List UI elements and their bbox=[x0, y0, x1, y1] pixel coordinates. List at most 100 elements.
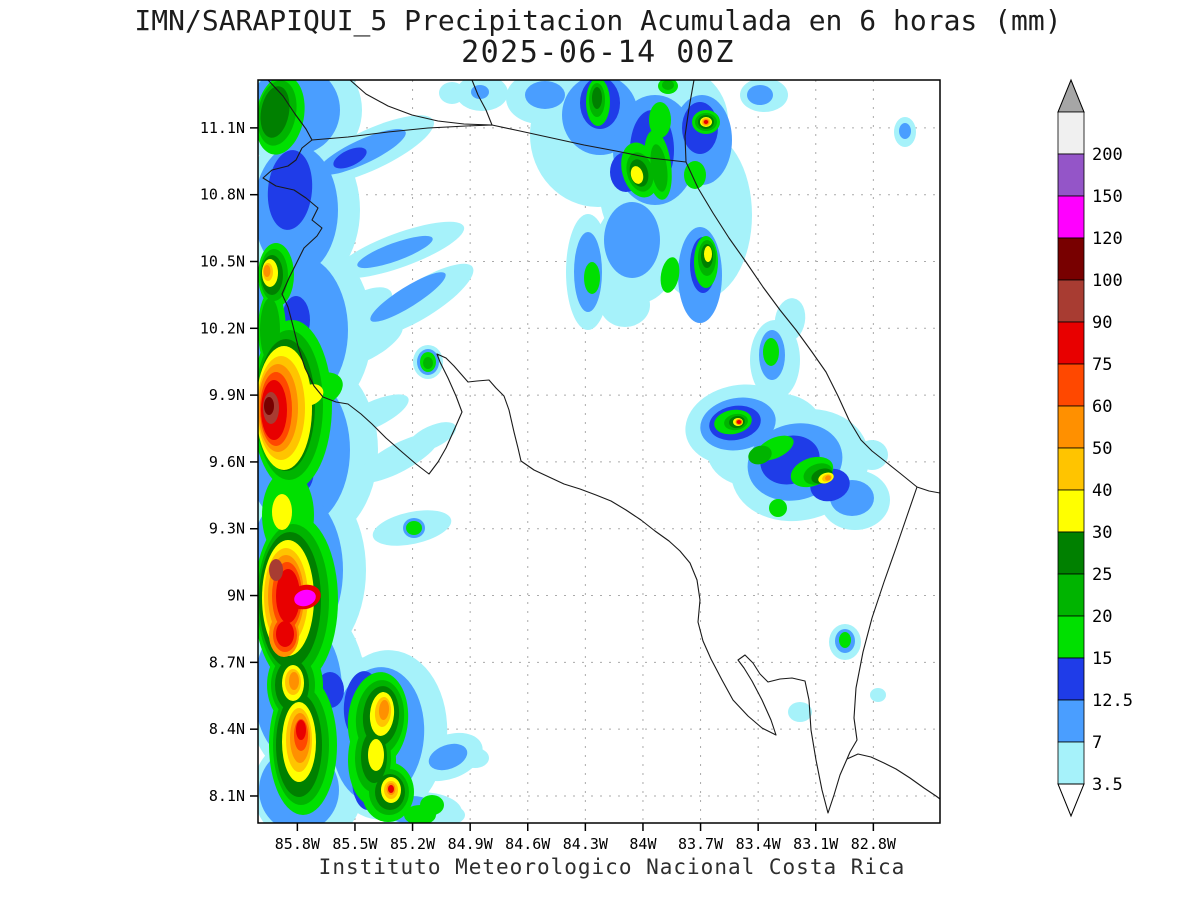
precip-cell-75mm bbox=[296, 720, 306, 740]
precip-cell-7mm bbox=[525, 81, 565, 109]
precip-cell-75mm bbox=[276, 621, 294, 647]
precip-cell-90mm bbox=[269, 559, 283, 581]
lat-tick-label: 8.7N bbox=[209, 653, 245, 671]
colorbar-label: 120 bbox=[1092, 229, 1123, 249]
lon-tick-label: 82.8W bbox=[851, 835, 897, 853]
colorbar-bottom-arrow bbox=[1057, 783, 1085, 818]
precip-cell-50mm bbox=[825, 475, 831, 481]
precip-cell-15mm bbox=[839, 632, 851, 648]
colorbar-label: 150 bbox=[1092, 187, 1123, 207]
colorbar-segment-15 bbox=[1057, 615, 1085, 659]
precip-cell-15mm bbox=[406, 521, 422, 535]
precip-cell-30mm bbox=[630, 166, 644, 184]
map-frame bbox=[257, 79, 941, 824]
colorbar-label: 60 bbox=[1092, 397, 1112, 417]
lon-tick-label: 84W bbox=[629, 835, 657, 853]
coastline-caribbean bbox=[684, 80, 940, 494]
precip-cell-20mm bbox=[650, 144, 668, 192]
lat-tick-label: 11.1N bbox=[200, 119, 245, 137]
precip-cell-3.5mm bbox=[600, 283, 650, 327]
precip-cell-15mm bbox=[769, 499, 787, 517]
precip-cell-7mm bbox=[899, 123, 911, 139]
precip-cell-7mm bbox=[471, 85, 489, 99]
lat-tick-label: 10.2N bbox=[200, 319, 245, 337]
colorbar-label: 90 bbox=[1092, 313, 1112, 333]
precip-cell-30mm bbox=[368, 739, 384, 771]
coastline-pacific bbox=[262, 80, 940, 814]
colorbar-label: 30 bbox=[1092, 523, 1112, 543]
precip-cell-7mm bbox=[747, 85, 773, 105]
lon-tick-label: 83.1W bbox=[793, 835, 839, 853]
precip-cell-100mm bbox=[264, 397, 274, 415]
colorbar-segment-90 bbox=[1057, 279, 1085, 323]
precip-cell-7mm bbox=[370, 272, 446, 322]
colorbar-label: 12.5 bbox=[1092, 691, 1133, 711]
colorbar-segment-50 bbox=[1057, 405, 1085, 449]
lon-tick-label: 85.5W bbox=[332, 835, 378, 853]
precip-cell-12.5mm bbox=[267, 150, 313, 230]
precip-cell-7mm bbox=[428, 743, 468, 771]
precip-cell-7mm bbox=[357, 235, 433, 269]
axes: 85.8W 85.5W 85.2W 84.9W 84.6W 84.3W 84W 83.7W 83… bbox=[200, 119, 897, 853]
lat-tick-label: 9.6N bbox=[209, 453, 245, 471]
colorbar-segment-60 bbox=[1057, 363, 1085, 407]
precip-cell-3.5mm bbox=[788, 702, 812, 722]
lat-tick-label: 9.9N bbox=[209, 386, 245, 404]
precip-cell-75mm bbox=[703, 120, 709, 124]
colorbar-segment-3.5 bbox=[1057, 741, 1085, 785]
footer-credit: Instituto Meteorologico Nacional Costa R… bbox=[319, 855, 906, 879]
colorbar-label: 200 bbox=[1092, 145, 1123, 165]
lon-tick-label: 83.7W bbox=[678, 835, 724, 853]
colorbar-label: 3.5 bbox=[1092, 775, 1123, 795]
precip-cell-50mm bbox=[263, 265, 271, 277]
precip-cell-12.5mm bbox=[333, 147, 367, 169]
colorbar-segment-25 bbox=[1057, 531, 1085, 575]
precip-cell-3.5mm bbox=[461, 748, 489, 768]
precip-cell-30mm bbox=[272, 494, 292, 530]
precip-cell-3.5mm bbox=[856, 440, 888, 470]
precip-cell-3.5mm bbox=[335, 394, 409, 436]
colorbar-segment-30 bbox=[1057, 489, 1085, 533]
colorbar-label: 7 bbox=[1092, 733, 1102, 753]
precip-cell-75mm bbox=[276, 569, 300, 623]
precip-cell-50mm bbox=[378, 700, 390, 720]
border-panama bbox=[846, 486, 918, 760]
precip-cell-120mm bbox=[294, 589, 316, 607]
lake-nicaragua-shore bbox=[349, 80, 493, 126]
lat-tick-label: 8.4N bbox=[209, 720, 245, 738]
precip-cell-15mm bbox=[584, 262, 600, 294]
precip-cell-30mm bbox=[704, 246, 712, 262]
colorbar-top-arrow bbox=[1057, 78, 1085, 113]
plot-title: IMN/SARAPIQUI_5 Precipitacion Acumulada … bbox=[134, 4, 1061, 38]
colorbar-label: 50 bbox=[1092, 439, 1112, 459]
colorbar-segment-150 bbox=[1057, 153, 1085, 197]
lon-tick-label: 85.2W bbox=[390, 835, 436, 853]
precip-cell-75mm bbox=[388, 785, 394, 793]
precip-cell-50mm bbox=[289, 672, 299, 690]
colorbar-segment-120 bbox=[1057, 195, 1085, 239]
lon-tick-label: 83.4W bbox=[736, 835, 782, 853]
lon-tick-label: 84.6W bbox=[505, 835, 551, 853]
lat-tick-label: 10.5N bbox=[200, 253, 245, 271]
precip-cell-3.5mm bbox=[870, 688, 886, 702]
precip-cell-3.5mm bbox=[439, 82, 465, 104]
lat-tick-label: 10.8N bbox=[200, 186, 245, 204]
precip-cell-15mm bbox=[404, 805, 436, 823]
precip-cell-3.5mm bbox=[774, 298, 806, 342]
plot-subtitle: 2025-06-14 00Z bbox=[461, 35, 735, 70]
colorbar-segment-75 bbox=[1057, 321, 1085, 365]
precip-cell-3.5mm bbox=[327, 321, 403, 369]
lat-tick-label: 8.1N bbox=[209, 787, 245, 805]
colorbar-segment-200 bbox=[1057, 111, 1085, 155]
precip-cell-15mm bbox=[660, 257, 680, 293]
precip-cell-15mm bbox=[763, 338, 779, 366]
lon-tick-label: 84.3W bbox=[563, 835, 609, 853]
lat-tick-label: 9.3N bbox=[209, 520, 245, 538]
precip-cell-3.5mm bbox=[407, 422, 457, 452]
colorbar-label: 75 bbox=[1092, 355, 1112, 375]
precip-cell-25mm bbox=[260, 86, 290, 138]
precip-cell-20mm bbox=[748, 445, 772, 465]
border-nicaragua bbox=[311, 124, 687, 163]
